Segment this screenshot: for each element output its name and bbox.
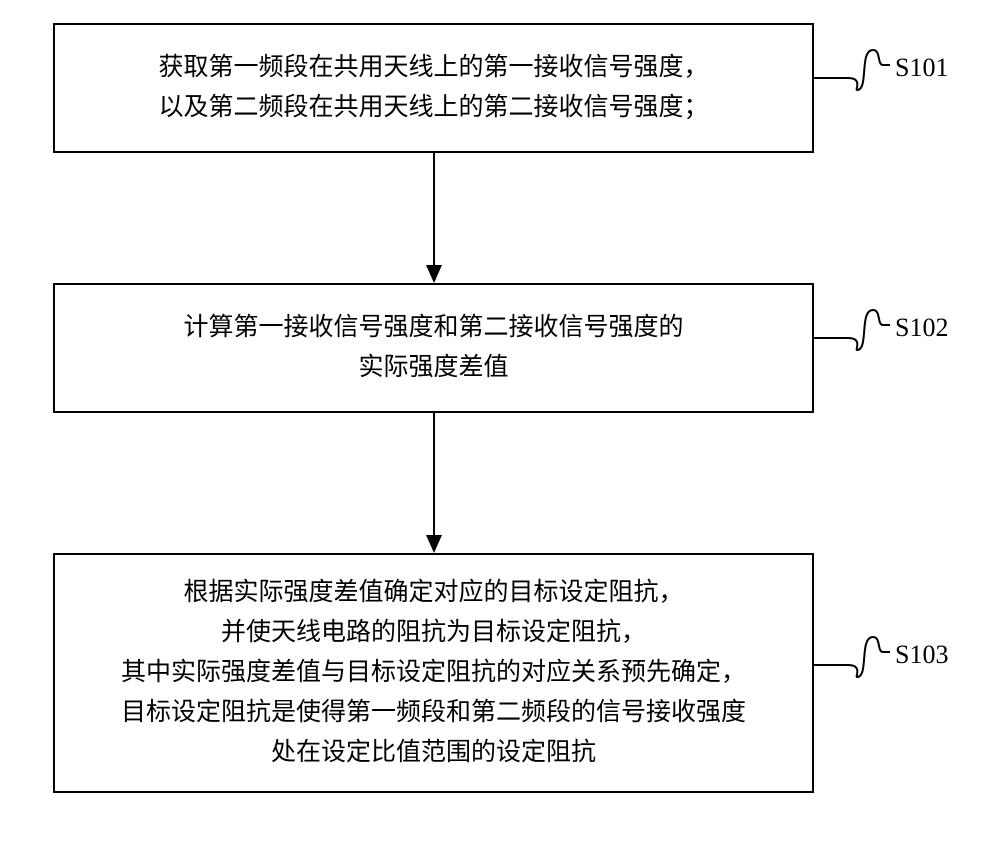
step-label-l2: S102 — [895, 313, 948, 343]
flow-box-b3: 根据实际强度差值确定对应的目标设定阻抗，并使天线电路的阻抗为目标设定阻抗，其中实… — [53, 553, 814, 793]
flow-box-b3-line: 其中实际强度差值与目标设定阻抗的对应关系预先确定， — [121, 653, 746, 693]
flow-box-b3-line: 目标设定阻抗是使得第一频段和第二频段的信号接收强度 — [121, 693, 746, 733]
step-label-l3: S103 — [895, 640, 948, 670]
flow-box-b1-line: 获取第一频段在共用天线上的第一接收信号强度， — [158, 48, 708, 88]
flow-box-b2: 计算第一接收信号强度和第二接收信号强度的实际强度差值 — [53, 283, 814, 413]
flow-box-b1-line: 以及第二频段在共用天线上的第二接收信号强度； — [158, 88, 708, 128]
step-label-l1: S101 — [895, 53, 948, 83]
label-connector — [812, 632, 892, 682]
flow-box-b3-line: 根据实际强度差值确定对应的目标设定阻抗， — [183, 573, 683, 613]
flow-box-b2-line: 实际强度差值 — [358, 348, 508, 388]
label-connector — [812, 45, 892, 95]
flow-box-b3-line: 并使天线电路的阻抗为目标设定阻抗， — [221, 613, 646, 653]
label-connector — [812, 305, 892, 355]
arrow-b1-b2 — [414, 153, 454, 283]
flow-box-b3-line: 处在设定比值范围的设定阻抗 — [271, 733, 596, 773]
flow-box-b2-line: 计算第一接收信号强度和第二接收信号强度的 — [183, 308, 683, 348]
flow-box-b1: 获取第一频段在共用天线上的第一接收信号强度，以及第二频段在共用天线上的第二接收信… — [53, 23, 814, 153]
arrow-b2-b3 — [414, 413, 454, 553]
